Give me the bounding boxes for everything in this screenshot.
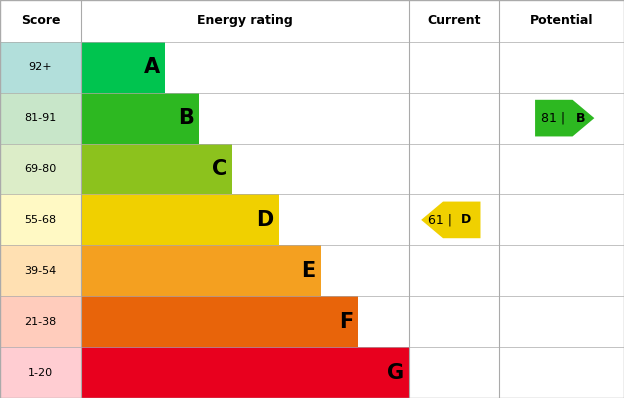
Bar — [0, 245, 81, 296]
Text: Potential: Potential — [530, 14, 593, 27]
Text: 81-91: 81-91 — [24, 113, 57, 123]
Text: B: B — [575, 111, 585, 125]
Bar — [0, 42, 81, 93]
Bar — [81, 144, 232, 195]
Text: B: B — [178, 108, 193, 128]
Text: 69-80: 69-80 — [24, 164, 57, 174]
Text: 81 |: 81 | — [542, 111, 565, 125]
Bar — [0, 347, 81, 398]
Text: 39-54: 39-54 — [24, 266, 57, 276]
Bar — [0, 0, 624, 42]
Text: 61 |: 61 | — [427, 213, 452, 226]
Text: 1-20: 1-20 — [28, 368, 53, 378]
Text: G: G — [387, 363, 404, 382]
Text: 55-68: 55-68 — [24, 215, 57, 225]
Text: A: A — [144, 57, 160, 77]
Text: Energy rating: Energy rating — [197, 14, 293, 27]
Text: F: F — [339, 312, 353, 332]
Text: 21-38: 21-38 — [24, 317, 57, 327]
Text: 92+: 92+ — [29, 62, 52, 72]
Bar — [81, 42, 165, 93]
Text: Score: Score — [21, 14, 61, 27]
Text: C: C — [212, 159, 227, 179]
Polygon shape — [421, 201, 480, 238]
Bar — [81, 93, 198, 144]
Bar — [0, 144, 81, 195]
Bar — [81, 195, 278, 245]
Text: D: D — [461, 213, 472, 226]
Bar — [81, 347, 409, 398]
Text: E: E — [301, 261, 316, 281]
Bar — [0, 195, 81, 245]
Polygon shape — [535, 100, 594, 137]
Bar — [81, 296, 358, 347]
Bar — [0, 296, 81, 347]
Bar — [0, 93, 81, 144]
Text: Current: Current — [427, 14, 480, 27]
Text: D: D — [256, 210, 273, 230]
Bar — [81, 245, 321, 296]
